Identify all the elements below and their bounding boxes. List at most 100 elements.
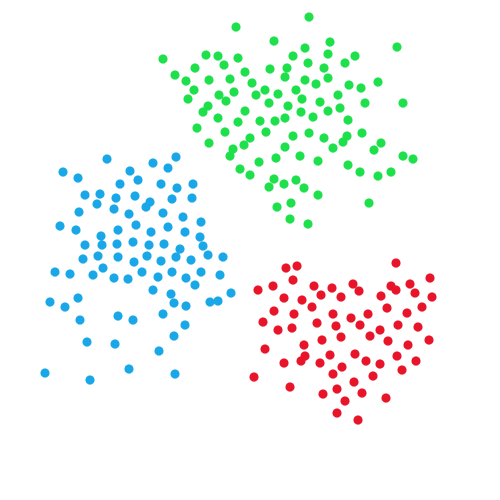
scatter-point [285,382,294,391]
scatter-point [73,293,82,302]
scatter-point [360,98,369,107]
scatter-point [113,311,122,320]
scatter-point [325,350,334,359]
scatter-point [337,362,346,371]
scatter-point [131,220,140,229]
scatter-point [93,251,102,260]
scatter-point [115,179,124,188]
scatter-point [109,204,118,213]
scatter-point [350,51,359,60]
scatter-point [198,241,207,250]
scatter-point [288,51,297,60]
scatter-point [286,198,295,207]
scatter-point [382,303,391,312]
scatter-point [300,75,309,84]
scatter-point [125,166,134,175]
scatter-point [269,174,278,183]
scatter-point [229,87,238,96]
scatter-point [292,261,301,270]
scatter-point [255,116,264,125]
scatter-point [375,359,384,368]
scatter-point [410,288,419,297]
scatter-point [65,269,74,278]
scatter-point [233,117,242,126]
scatter-point [254,157,263,166]
scatter-point [413,322,422,331]
scatter-point [247,78,256,87]
scatter-point [295,151,304,160]
scatter-point [58,167,67,176]
scatter-point [288,275,297,284]
scatter-point [282,63,291,72]
scatter-point [109,273,118,282]
scatter-point [350,349,359,358]
scatter-point [386,167,395,176]
scatter-point [402,308,411,317]
scatter-point [288,131,297,140]
scatter-point [264,98,273,107]
scatter-point [381,393,390,402]
scatter-point [318,389,327,398]
scatter-point [340,396,349,405]
scatter-point [340,58,349,67]
scatter-point [333,90,342,99]
scatter-point [280,113,289,122]
scatter-point [153,272,162,281]
scatter-point [427,292,436,301]
scatter-point [373,171,382,180]
scatter-point [323,73,332,82]
scatter-point [363,309,372,318]
scatter-point [408,154,417,163]
scatter-point [291,85,300,94]
scatter-point [300,351,309,360]
scatter-point [354,286,363,295]
scatter-point [312,318,321,327]
scatter-point [195,232,204,241]
scatter-point [299,183,308,192]
scatter-point [158,208,167,217]
scatter-point [231,22,240,31]
scatter-point [124,364,133,373]
scatter-point [348,279,357,288]
scatter-point [272,202,281,211]
scatter-point [260,85,269,94]
scatter-point [325,37,334,46]
scatter-point [245,133,254,142]
scatter-point [327,283,336,292]
scatter-point [369,145,378,154]
scatter-point [383,336,392,345]
scatter-point [391,258,400,267]
scatter-point [71,225,80,234]
scatter-point [102,154,111,163]
scatter-point [365,331,374,340]
scatter-point [113,252,122,261]
scatter-point [130,191,139,200]
scatter-point [55,221,64,230]
scatter-point [60,302,69,311]
scatter-point [308,112,317,121]
scatter-point [204,138,213,147]
scatter-point [240,106,249,115]
scatter-point [328,143,337,152]
scatter-point [299,340,308,349]
scatter-point [170,369,179,378]
scatter-point [214,90,223,99]
scatter-point [309,281,318,290]
scatter-point [403,340,412,349]
scatter-point [163,222,172,231]
scatter-point [279,293,288,302]
scatter-point [260,344,269,353]
scatter-point [148,285,157,294]
scatter-point [343,160,352,169]
scatter-point [319,133,328,142]
scatter-point [270,116,279,125]
scatter-point [172,183,181,192]
scatter-point [398,151,407,160]
scatter-point [133,175,142,184]
scatter-point [315,97,324,106]
scatter-point [95,189,104,198]
scatter-point [75,315,84,324]
scatter-point [189,85,198,94]
scatter-point [78,254,87,263]
scatter-point [335,103,344,112]
